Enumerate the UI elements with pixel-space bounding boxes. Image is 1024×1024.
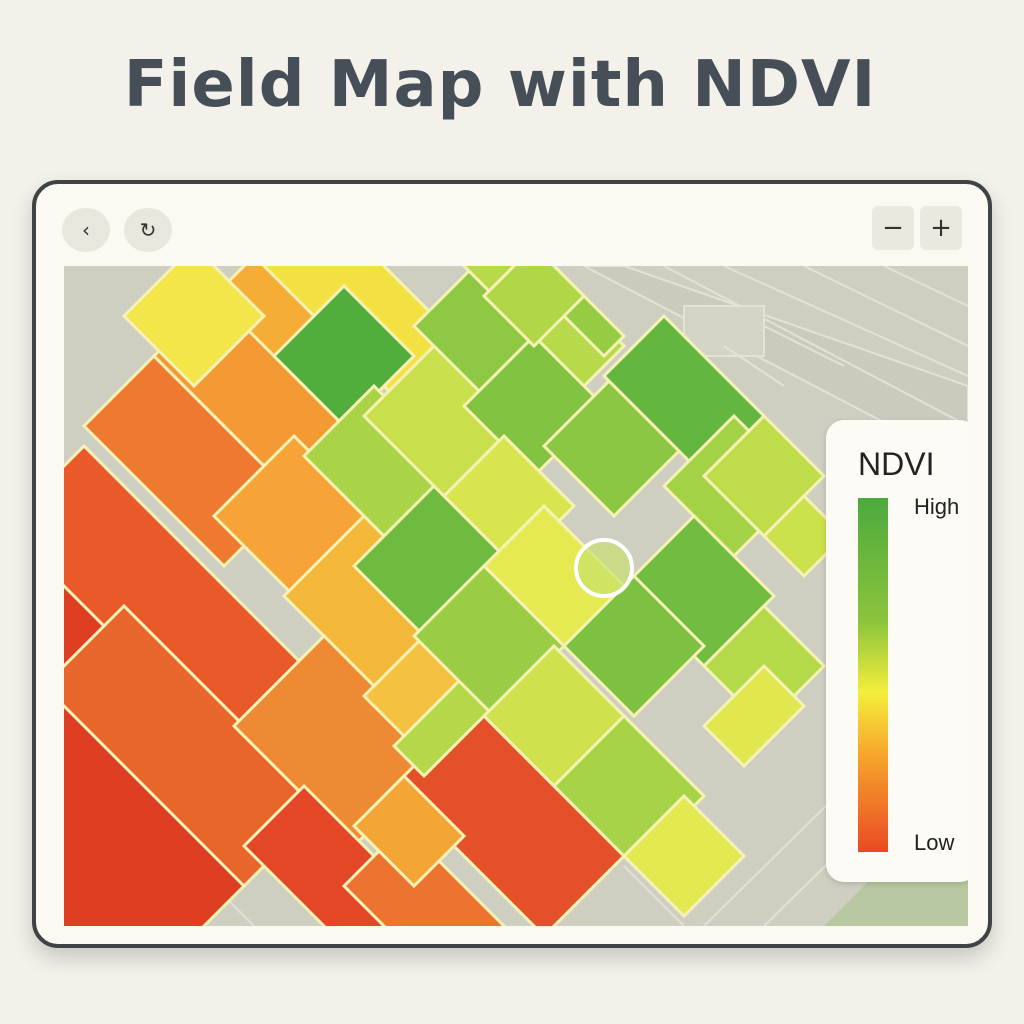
app-window: ‹ ↻ − + [32, 180, 992, 948]
field-parcel [121, 266, 267, 389]
plus-icon: + [930, 213, 952, 243]
legend-high-label: High [914, 494, 960, 519]
field-parcel [481, 266, 587, 349]
field-map[interactable]: NDVI High Low [64, 266, 968, 926]
legend-title: NDVI [858, 446, 935, 482]
field-parcel [561, 573, 707, 719]
field-parcel [351, 773, 467, 889]
ndvi-color-scale [858, 498, 888, 852]
refresh-button[interactable]: ↻ [124, 208, 172, 252]
refresh-icon: ↻ [139, 218, 157, 242]
back-icon: ‹ [82, 218, 90, 242]
back-button[interactable]: ‹ [62, 208, 110, 252]
ndvi-legend: NDVI High Low [826, 420, 968, 882]
legend-low-label: Low [914, 830, 955, 855]
zoom-out-button[interactable]: − [872, 206, 914, 250]
page-title: Field Map with NDVI [123, 48, 877, 122]
minus-icon: − [882, 213, 904, 243]
field-parcel [701, 663, 807, 769]
field-parcel [621, 793, 747, 919]
zoom-in-button[interactable]: + [920, 206, 962, 250]
ndvi-fields[interactable] [64, 266, 847, 926]
location-marker[interactable] [574, 538, 634, 598]
ndvi-map-layer[interactable] [64, 266, 968, 926]
